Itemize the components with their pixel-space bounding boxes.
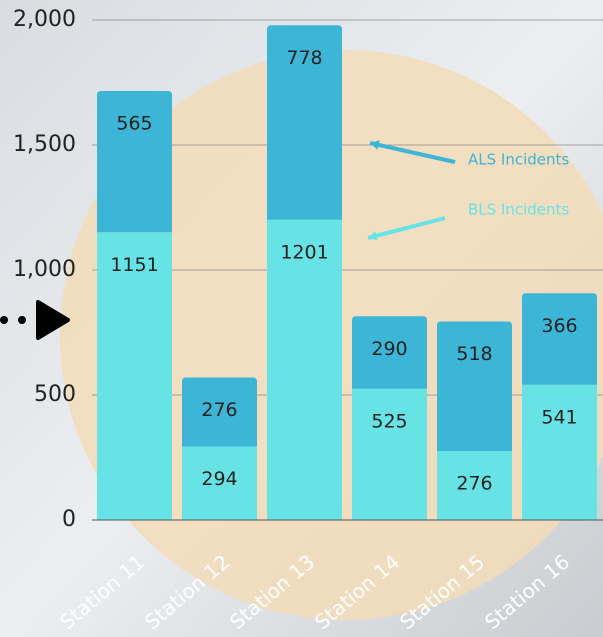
annotation-arrow — [367, 216, 446, 240]
y-tick-label: 2,000 — [13, 7, 76, 32]
y-tick-label: 500 — [34, 382, 76, 407]
bar-segment — [182, 446, 257, 520]
bar-segment — [182, 377, 257, 447]
annotation-arrow — [369, 141, 456, 164]
data-label: 1201 — [280, 241, 328, 263]
y-tick-label: 1,000 — [13, 257, 76, 282]
bar-segment — [352, 388, 427, 520]
bar-segment — [437, 321, 512, 451]
data-label: 541 — [541, 406, 577, 428]
data-label: 1151 — [110, 254, 158, 276]
bar-segment — [437, 451, 512, 520]
y-tick-label: 1,500 — [13, 132, 76, 157]
bar-segment — [97, 91, 172, 233]
nav-arrow — [0, 300, 70, 340]
y-tick-label: 0 — [62, 507, 76, 532]
data-label: 525 — [371, 410, 407, 432]
annotation: BLS Incidents — [468, 201, 569, 219]
data-label: 290 — [371, 338, 407, 360]
bar-segment — [267, 25, 342, 220]
data-label: 294 — [201, 468, 237, 490]
data-label: 518 — [456, 343, 492, 365]
bar-segment — [352, 316, 427, 389]
annotation: ALS Incidents — [468, 151, 569, 169]
data-label: 778 — [286, 47, 322, 69]
annotation-arrowhead — [370, 140, 380, 150]
bar-segment — [522, 293, 597, 385]
annotation-arrowhead — [368, 231, 378, 241]
data-label: 366 — [541, 315, 577, 337]
bar-segment — [522, 384, 597, 520]
bar-segment — [97, 232, 172, 520]
data-label: 565 — [116, 113, 152, 135]
bar-segment — [267, 219, 342, 520]
data-label: 276 — [456, 473, 492, 495]
data-label: 276 — [201, 399, 237, 421]
